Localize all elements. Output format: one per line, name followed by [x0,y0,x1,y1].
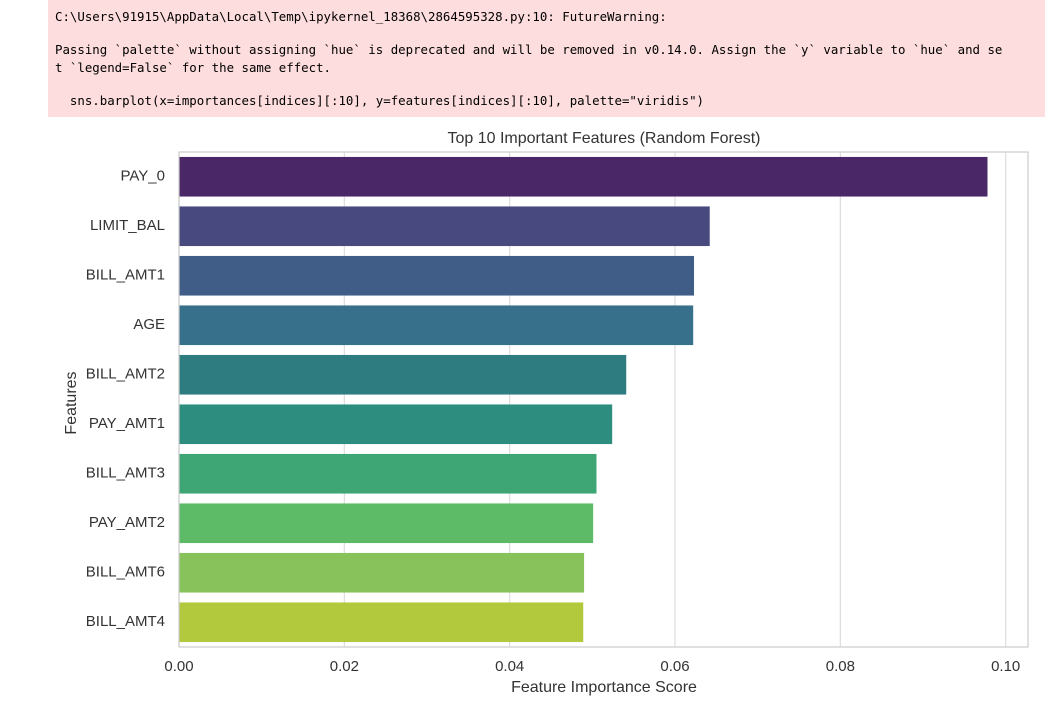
bar [179,255,695,296]
bar [179,354,627,395]
warning-line: sns.barplot(x=importances[indices][:10],… [55,93,705,108]
warning-line: t `legend=False` for the same effect. [55,60,332,75]
bar [179,503,594,544]
axes-frame [178,151,1029,648]
bar [179,404,613,445]
y-axis-label: Features [63,371,80,434]
warning-output: C:\Users\91915\AppData\Local\Temp\ipyker… [48,0,1045,117]
y-tick-label: BILL_AMT3 [86,465,165,482]
y-tick-label: PAY_AMT2 [89,514,165,531]
x-tick-label: 0.10 [991,658,1020,675]
warning-line: C:\Users\91915\AppData\Local\Temp\ipyker… [55,9,667,24]
bar [179,206,710,247]
x-tick-label: 0.08 [826,658,855,675]
y-tick-label: BILL_AMT4 [86,613,165,630]
x-axis-label: Feature Importance Score [511,679,697,696]
chart-title: Top 10 Important Features (Random Forest… [447,130,760,147]
bar [179,602,584,643]
y-tick-label: PAY_0 [121,168,165,185]
bar [179,156,988,197]
x-tick-label: 0.02 [330,658,359,675]
bar [179,453,597,494]
x-tick-label: 0.04 [495,658,524,675]
y-tick-label: BILL_AMT2 [86,366,165,383]
y-tick-label: PAY_AMT1 [89,415,165,432]
y-tick-label: LIMIT_BAL [90,217,165,234]
y-tick-label: AGE [133,316,165,333]
y-tick-label: BILL_AMT6 [86,564,165,581]
y-tick-label: BILL_AMT1 [86,267,165,284]
warning-line: Passing `palette` without assigning `hue… [55,42,1003,57]
bar [179,305,694,346]
x-tick-label: 0.06 [660,658,689,675]
x-tick-label: 0.00 [164,658,193,675]
bar [179,552,585,593]
